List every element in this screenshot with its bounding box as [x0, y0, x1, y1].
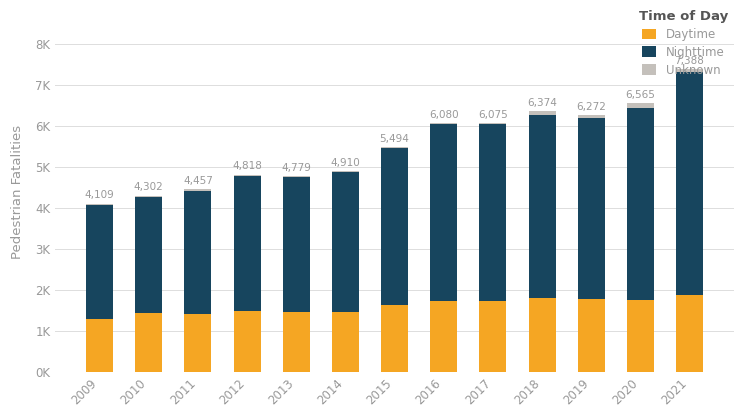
Bar	[233, 176, 261, 311]
Bar	[430, 301, 457, 372]
Bar	[381, 305, 408, 372]
Bar	[528, 115, 556, 298]
Text: 6,565: 6,565	[625, 90, 656, 100]
Bar	[676, 69, 703, 72]
Bar	[528, 298, 556, 372]
Bar	[430, 124, 457, 301]
Bar	[282, 177, 310, 312]
Bar	[577, 299, 605, 372]
Bar	[577, 118, 605, 299]
Bar	[184, 314, 212, 372]
Bar	[528, 111, 556, 115]
Text: 6,374: 6,374	[527, 98, 557, 108]
Bar	[86, 204, 113, 205]
Text: 6,075: 6,075	[478, 110, 508, 120]
Bar	[332, 171, 359, 172]
Legend: Daytime, Nighttime, Unknown: Daytime, Nighttime, Unknown	[638, 10, 728, 76]
Bar	[233, 311, 261, 372]
Bar	[332, 172, 359, 311]
Text: 5,494: 5,494	[380, 134, 410, 144]
Text: 4,457: 4,457	[183, 176, 213, 186]
Bar	[136, 196, 162, 197]
Bar	[430, 123, 457, 124]
Text: 4,109: 4,109	[85, 190, 115, 200]
Text: 4,910: 4,910	[331, 158, 361, 168]
Bar	[332, 311, 359, 372]
Text: 4,779: 4,779	[282, 163, 311, 173]
Bar	[136, 313, 162, 372]
Bar	[627, 103, 654, 107]
Bar	[282, 312, 310, 372]
Bar	[184, 191, 212, 314]
Bar	[233, 175, 261, 176]
Bar	[282, 176, 310, 177]
Bar	[676, 72, 703, 295]
Y-axis label: Pedestrian Fatalities: Pedestrian Fatalities	[11, 125, 24, 259]
Bar	[86, 319, 113, 372]
Bar	[136, 197, 162, 313]
Bar	[627, 300, 654, 372]
Bar	[381, 148, 408, 305]
Bar	[86, 205, 113, 319]
Bar	[381, 147, 408, 148]
Bar	[627, 107, 654, 300]
Bar	[184, 189, 212, 191]
Bar	[676, 295, 703, 372]
Text: 4,818: 4,818	[232, 161, 262, 171]
Bar	[479, 125, 507, 301]
Text: 7,388: 7,388	[674, 56, 705, 66]
Bar	[479, 301, 507, 372]
Bar	[479, 123, 507, 125]
Text: 6,080: 6,080	[429, 110, 458, 120]
Text: 4,302: 4,302	[134, 182, 164, 192]
Text: 6,272: 6,272	[577, 102, 606, 112]
Bar	[577, 115, 605, 118]
